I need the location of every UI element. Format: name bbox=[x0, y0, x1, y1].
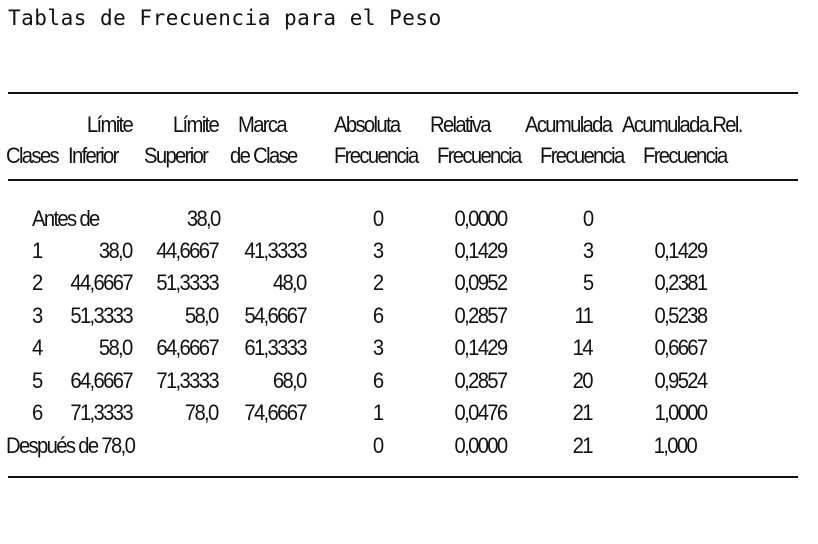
header-clases: Clases bbox=[6, 143, 60, 168]
page-title: Tablas de Frecuencia para el Peso bbox=[8, 6, 442, 30]
table-cell-acumrel: 0,2381 bbox=[654, 270, 708, 295]
header-inf-1: Límite bbox=[86, 112, 134, 137]
table-cell-clase: 5 bbox=[32, 368, 43, 393]
table-cell-abs: 0 bbox=[372, 433, 383, 458]
table-cell-rel: 0,0952 bbox=[454, 270, 508, 295]
table-cell-acumrel: 1,0000 bbox=[654, 400, 708, 425]
header-inf-2: Inferior bbox=[68, 143, 119, 168]
table-cell-rel: 0,0476 bbox=[454, 400, 508, 425]
table-cell-acumrel: 0,9524 bbox=[654, 368, 708, 393]
table-cell-sup: 58,0 bbox=[185, 303, 219, 328]
table-cell-acum: 11 bbox=[574, 303, 593, 328]
table-cell-inf: 64,6667 bbox=[70, 368, 133, 393]
table-cell-abs: 2 bbox=[372, 270, 383, 295]
header-sup-2: Superior bbox=[144, 143, 209, 168]
table-cell-marca: 48,0 bbox=[273, 270, 307, 295]
table-cell-clase: 1 bbox=[32, 238, 43, 263]
table-cell-sup: 44,6667 bbox=[156, 238, 219, 263]
table-cell-abs: 6 bbox=[372, 303, 383, 328]
table-cell-acum: 5 bbox=[582, 270, 593, 295]
table-cell-abs: 1 bbox=[372, 400, 383, 425]
table-cell-rel: 0,2857 bbox=[454, 303, 508, 328]
table-cell-acumrel: 1,000 bbox=[653, 433, 698, 458]
table-cell-clase: 4 bbox=[32, 335, 43, 360]
table-cell-sup: 71,3333 bbox=[156, 368, 219, 393]
table-cell-marca: 61,3333 bbox=[244, 335, 307, 360]
table-cell-acum: 20 bbox=[572, 368, 594, 393]
header-sup-1: Límite bbox=[172, 112, 220, 137]
header-bottom-rule bbox=[8, 179, 798, 181]
table-cell-inf: 71,3333 bbox=[70, 400, 133, 425]
table-cell-marca: 68,0 bbox=[273, 368, 307, 393]
table-cell-acum: 14 bbox=[572, 335, 594, 360]
table-cell-marca: 74,6667 bbox=[244, 400, 307, 425]
table-cell-clase: 6 bbox=[32, 400, 43, 425]
table-cell-acum: 21 bbox=[572, 400, 594, 425]
header-acum-2: Frecuencia bbox=[540, 143, 625, 168]
table-cell-inf: 51,3333 bbox=[70, 303, 133, 328]
header-acum-1: Acumulada bbox=[525, 112, 613, 137]
table-bottom-rule bbox=[8, 476, 798, 478]
table-cell-rel: 0,0000 bbox=[454, 206, 508, 231]
table-cell-rel: 0,0000 bbox=[454, 433, 508, 458]
table-cell-inf: 38,0 bbox=[99, 238, 133, 263]
table-cell-inf: 58,0 bbox=[99, 335, 133, 360]
table-cell-rel: 0,1429 bbox=[454, 238, 508, 263]
table-cell-abs: 3 bbox=[372, 335, 383, 360]
table-cell-sup: 64,6667 bbox=[156, 335, 219, 360]
header-rel-1: Relativa bbox=[430, 112, 492, 137]
table-cell-inf: 44,6667 bbox=[70, 270, 133, 295]
table-cell-sup: 78,0 bbox=[185, 400, 219, 425]
table-cell-abs: 0 bbox=[372, 206, 383, 231]
header-marca-2: de Clase bbox=[230, 143, 298, 168]
header-abs-2: Frecuencia bbox=[334, 143, 419, 168]
table-cell-sup: 51,3333 bbox=[156, 270, 219, 295]
table-cell-rel: 0,1429 bbox=[454, 335, 508, 360]
table-cell-clase: 3 bbox=[32, 303, 43, 328]
table-top-rule bbox=[8, 92, 798, 94]
table-cell-abs: 6 bbox=[372, 368, 383, 393]
table-cell-acum: 0 bbox=[582, 206, 593, 231]
table-cell-rel: 0,2857 bbox=[454, 368, 508, 393]
table-cell-clase: Antes de bbox=[32, 206, 100, 231]
header-marca-1: Marca bbox=[238, 112, 288, 137]
table-cell-clase: 2 bbox=[32, 270, 43, 295]
header-rel-2: Frecuencia bbox=[437, 143, 522, 168]
table-cell-sup: 38,0 bbox=[187, 206, 221, 231]
table-cell-acumrel: 0,6667 bbox=[654, 335, 708, 360]
table-cell-clase: Después de 78,0 bbox=[6, 433, 136, 458]
table-cell-marca: 41,3333 bbox=[244, 238, 307, 263]
table-cell-abs: 3 bbox=[372, 238, 383, 263]
table-cell-acumrel: 0,1429 bbox=[654, 238, 708, 263]
header-acumrel-2: Frecuencia bbox=[643, 143, 728, 168]
table-cell-acum: 3 bbox=[582, 238, 593, 263]
table-cell-marca: 54,6667 bbox=[244, 303, 307, 328]
table-cell-acum: 21 bbox=[572, 433, 594, 458]
header-acumrel-1: Acumulada.Rel. bbox=[622, 112, 743, 137]
table-cell-acumrel: 0,5238 bbox=[654, 303, 708, 328]
header-abs-1: Absoluta bbox=[334, 112, 401, 137]
